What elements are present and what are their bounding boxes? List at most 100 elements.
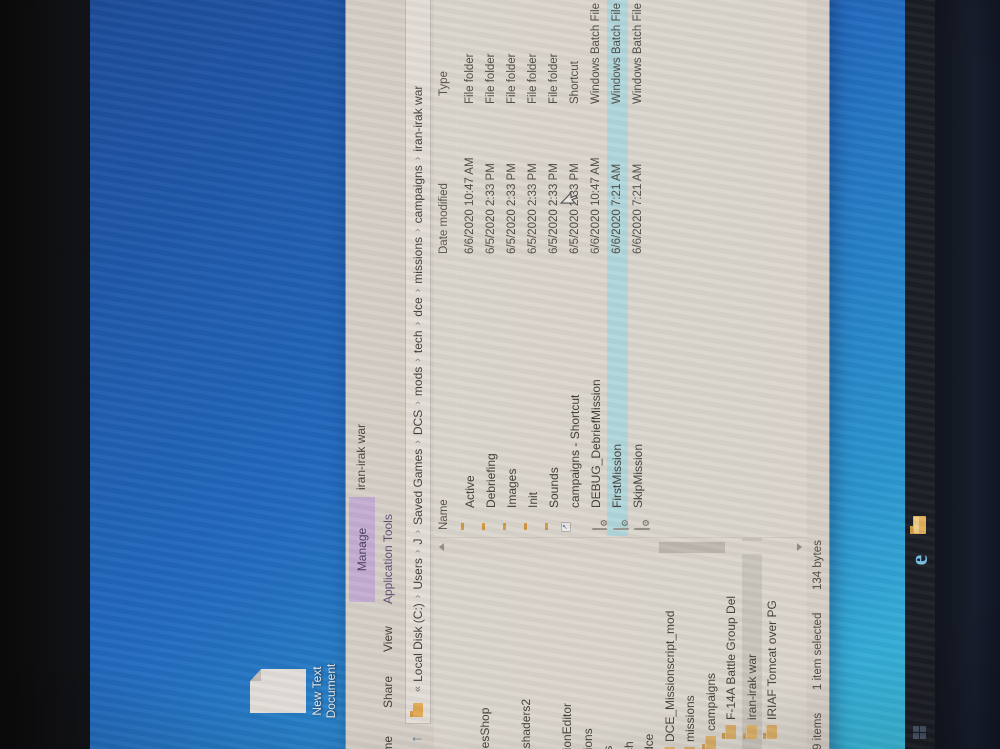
nav-scrollbar[interactable] xyxy=(434,541,807,554)
file-type: File folder xyxy=(485,53,497,105)
start-button-icon[interactable] xyxy=(913,726,926,739)
nav-tree-item[interactable]: Logs xyxy=(496,538,517,749)
up-arrow-icon[interactable]: ↑ xyxy=(408,735,425,743)
ribbon-tab-row: Home Share View Application Tools xyxy=(376,0,402,749)
breadcrumb-item[interactable]: mods xyxy=(411,366,425,397)
tab-view[interactable]: View xyxy=(381,626,395,652)
file-date-modified: 6/6/2020 10:47 AM xyxy=(464,157,476,254)
file-name: Debriefing xyxy=(484,453,498,508)
nav-tree-item[interactable]: Missions xyxy=(578,538,599,749)
file-type: File folder xyxy=(548,53,560,105)
taskbar: e xyxy=(905,0,935,749)
file-type: File folder xyxy=(506,53,518,105)
file-explorer-taskbar-icon[interactable] xyxy=(913,516,926,534)
breadcrumb-separator: › xyxy=(412,288,424,293)
file-row[interactable]: Images 6/5/2020 2:33 PM File folder xyxy=(502,0,523,536)
file-name: FirstMission xyxy=(610,443,624,508)
column-header-name[interactable]: Name xyxy=(438,499,450,530)
folder-icon xyxy=(745,725,757,739)
breadcrumb-separator: › xyxy=(412,321,424,326)
breadcrumb-item[interactable]: dce xyxy=(411,297,425,317)
breadcrumb-item[interactable]: DCS xyxy=(411,409,425,436)
address-bar[interactable]: « Local Disk (C:) › Users › J › Saved Games › DC… xyxy=(405,0,431,724)
file-row-selected[interactable]: FirstMission 6/6/2020 7:21 AM Windows Batc… xyxy=(607,0,629,536)
address-folder-icon xyxy=(413,703,423,717)
file-name: SkipMission xyxy=(631,443,645,508)
batch-icon xyxy=(634,528,650,530)
breadcrumb-overflow-chevron[interactable]: « xyxy=(412,685,424,692)
scrollbar-down-arrow-icon[interactable] xyxy=(797,543,802,551)
file-date-modified: 6/6/2020 10:47 AM xyxy=(590,157,602,254)
breadcrumb-item[interactable]: J xyxy=(411,538,425,545)
nav-item-label: metashaders2 xyxy=(519,698,533,749)
breadcrumb-separator: › xyxy=(412,156,424,161)
file-date-modified: 6/5/2020 2:33 PM xyxy=(569,163,581,254)
column-separator[interactable] xyxy=(437,101,453,102)
nav-tree-item[interactable]: MG xyxy=(537,538,558,749)
pane-separator[interactable] xyxy=(434,537,807,538)
status-selection-size: 134 bytes xyxy=(812,540,824,590)
edge-browser-icon[interactable]: e xyxy=(907,554,933,566)
nav-item-label: DCE_Missionscript_mod xyxy=(662,610,677,742)
breadcrumb-separator: › xyxy=(412,440,424,444)
nav-tree-item[interactable]: fxo xyxy=(455,538,476,749)
breadcrumb-item[interactable]: campaigns xyxy=(411,165,425,224)
monitor-bezel-left xyxy=(0,0,90,749)
column-header-row: Name Date modified Type xyxy=(434,0,457,536)
column-header-date-modified[interactable]: Date modified xyxy=(438,183,450,254)
nav-tree-item[interactable]: mods xyxy=(598,538,619,749)
file-row[interactable]: Debriefing 6/5/2020 2:33 PM File folder xyxy=(481,0,502,536)
mouse-cursor xyxy=(559,191,585,205)
file-row[interactable]: campaigns - Shortcut 6/5/2020 2:33 PM Shor… xyxy=(565,0,586,536)
nav-tree-item[interactable]: tech xyxy=(619,538,640,749)
breadcrumb-item[interactable]: missions xyxy=(411,237,425,284)
file-row[interactable]: Sounds 6/5/2020 2:33 PM File folder xyxy=(544,0,565,536)
file-explorer-window: Manage iran-irak war Home Share View App… xyxy=(345,0,830,749)
file-name: Active xyxy=(463,475,477,508)
batch-icon xyxy=(592,528,608,530)
scrollbar-up-arrow-icon[interactable] xyxy=(439,543,444,551)
monitor-screen: New Text Document Manage iran-irak war H… xyxy=(90,0,935,749)
desktop-icon-new-text-document[interactable]: New Text Document xyxy=(250,647,338,735)
nav-item-label: missions xyxy=(683,695,697,742)
breadcrumb-item[interactable]: Users xyxy=(411,558,425,590)
tab-home[interactable]: Home xyxy=(381,736,395,749)
nav-tree-item[interactable]: Data xyxy=(434,538,455,749)
desktop-icon-label-line2: Document xyxy=(324,663,338,719)
nav-tree-item[interactable]: F-14A Battle Group Del xyxy=(721,538,742,749)
file-name: Init xyxy=(526,491,540,508)
nav-tree-item[interactable]: ImagesShop xyxy=(475,538,496,749)
file-list-pane: Name Date modified Type Active 6/6/2020 1… xyxy=(434,0,807,536)
file-row[interactable]: DEBUG_DebriefMission 6/6/2020 10:47 AM Win… xyxy=(586,0,608,536)
tab-application-tools[interactable]: Application Tools xyxy=(381,514,395,604)
nav-tree-item[interactable]: DCE_Missionscript_mod xyxy=(660,538,681,749)
breadcrumb-item[interactable]: Local Disk (C:) xyxy=(411,603,425,682)
nav-item-label: campaigns xyxy=(703,672,718,731)
nav-tree-item[interactable]: MissionEditor xyxy=(557,538,578,749)
tab-share[interactable]: Share xyxy=(381,675,395,708)
nav-tree-item-selected[interactable]: iran-irak war xyxy=(741,538,762,749)
nav-tree-item[interactable]: missions xyxy=(680,538,701,749)
window-title: iran-irak war xyxy=(354,423,368,490)
column-header-type[interactable]: Type xyxy=(438,71,450,96)
breadcrumb-item[interactable]: tech xyxy=(411,330,425,354)
file-row[interactable]: SkipMission 6/6/2020 7:21 AM Windows Batch… xyxy=(628,0,650,536)
file-type: Windows Batch File xyxy=(590,3,602,104)
nav-item-label: MissionEditor xyxy=(560,702,574,749)
breadcrumb-item[interactable]: Saved Games xyxy=(411,448,425,525)
contextual-tab-badge[interactable]: Manage xyxy=(349,497,375,602)
column-separator[interactable] xyxy=(437,259,453,260)
breadcrumb-item[interactable]: iran-irak war xyxy=(411,85,425,152)
title-bar[interactable]: Manage iran-irak war xyxy=(346,0,376,749)
file-row[interactable]: Active 6/6/2020 10:47 AM File folder xyxy=(460,0,481,536)
scrollbar-thumb[interactable] xyxy=(659,542,725,553)
nav-tree-item[interactable]: IRIAF Tomcat over PG xyxy=(762,538,783,749)
nav-tree-item[interactable]: dce xyxy=(639,538,660,749)
nav-item-label: IRIAF Tomcat over PG xyxy=(765,600,779,720)
nav-tree-item[interactable]: metashaders2 xyxy=(516,538,537,749)
nav-tree-item[interactable]: campaigns xyxy=(701,538,722,749)
nav-item-label: tech xyxy=(622,741,636,749)
status-bar: 9 items 1 item selected 134 bytes xyxy=(806,0,829,749)
file-row[interactable]: Init 6/5/2020 2:33 PM File folder xyxy=(523,0,544,536)
